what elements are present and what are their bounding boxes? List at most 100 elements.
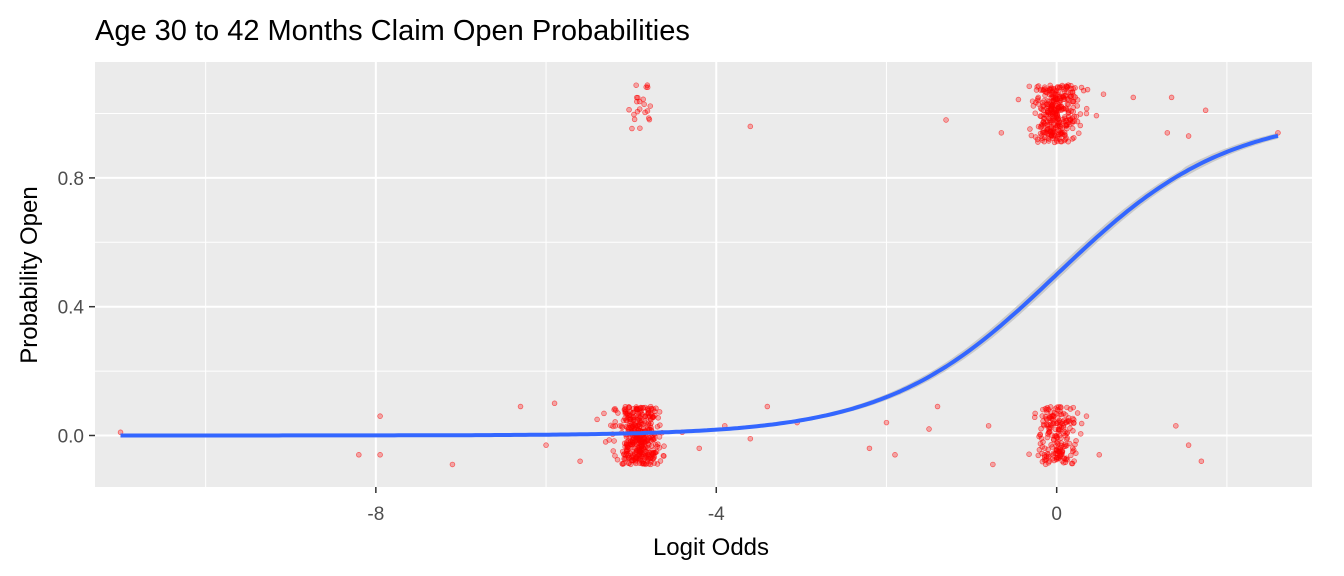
data-point <box>377 413 383 419</box>
data-point <box>651 460 657 466</box>
data-point <box>747 123 754 130</box>
data-point <box>1044 450 1051 457</box>
data-point <box>1168 94 1175 101</box>
data-point <box>990 461 996 468</box>
data-point <box>1060 106 1067 112</box>
data-point <box>1185 442 1192 448</box>
data-point <box>1074 118 1081 125</box>
data-point <box>1100 91 1107 97</box>
data-point <box>1055 445 1061 451</box>
data-point <box>654 461 661 467</box>
x-axis-title: Logit Odds <box>653 534 769 561</box>
data-point <box>1070 419 1077 426</box>
data-point <box>1050 452 1057 458</box>
data-point <box>696 445 702 452</box>
x-tick-label: -4 <box>708 504 725 525</box>
data-point <box>634 98 640 105</box>
data-point <box>641 461 647 467</box>
data-point <box>1071 113 1077 120</box>
data-point <box>625 426 632 432</box>
data-point <box>1084 86 1091 93</box>
data-point <box>652 450 658 456</box>
data-point <box>623 455 629 462</box>
data-point <box>641 101 647 108</box>
data-point <box>1072 85 1078 91</box>
data-point <box>657 422 663 428</box>
data-point <box>1060 116 1066 123</box>
data-point <box>1038 113 1044 120</box>
data-point <box>612 453 618 459</box>
data-point <box>622 410 629 417</box>
data-point <box>1046 91 1053 98</box>
data-point <box>1071 458 1077 464</box>
data-point <box>655 415 661 421</box>
data-point <box>623 417 629 423</box>
chart-title: Age 30 to 42 Months Claim Open Probabili… <box>95 15 690 47</box>
data-point <box>653 405 659 411</box>
data-point <box>648 443 655 449</box>
data-point <box>1042 457 1049 463</box>
data-point <box>611 406 617 413</box>
data-point <box>649 414 656 420</box>
data-point <box>1038 133 1044 139</box>
data-point <box>660 452 667 459</box>
data-point <box>639 411 645 417</box>
data-point <box>629 125 635 132</box>
data-point <box>1057 450 1064 457</box>
data-point <box>636 106 643 112</box>
data-point <box>1050 450 1057 456</box>
data-point <box>1069 136 1076 142</box>
data-point <box>625 460 632 467</box>
data-point <box>1074 410 1081 416</box>
data-point <box>621 440 628 447</box>
data-point <box>1029 98 1036 104</box>
data-point <box>1035 94 1042 101</box>
data-point <box>1063 135 1069 141</box>
data-point <box>1032 410 1038 417</box>
data-point <box>636 421 642 428</box>
data-point <box>1064 404 1070 411</box>
data-point <box>1069 125 1076 132</box>
data-point <box>926 426 932 432</box>
data-point <box>636 98 643 105</box>
data-point <box>1043 101 1050 108</box>
data-point <box>577 458 583 464</box>
y-tick-label: 0.0 <box>58 426 84 447</box>
data-point <box>1049 113 1056 120</box>
data-point <box>1027 126 1033 132</box>
data-point <box>612 419 618 425</box>
data-point <box>1058 130 1065 136</box>
data-point <box>1067 425 1073 431</box>
data-point <box>602 439 609 445</box>
data-point <box>654 443 660 450</box>
data-point <box>646 115 652 121</box>
data-point <box>594 416 600 423</box>
data-point <box>1044 122 1051 128</box>
data-point <box>1063 436 1070 443</box>
data-point <box>1275 130 1281 136</box>
data-point <box>1061 455 1067 461</box>
data-point <box>1062 443 1069 450</box>
data-point <box>635 455 641 462</box>
data-point <box>1065 101 1072 108</box>
data-point <box>646 453 652 459</box>
data-point <box>646 461 652 467</box>
data-point <box>637 125 643 131</box>
data-point <box>1164 130 1171 136</box>
data-point <box>610 423 616 430</box>
data-point <box>1055 426 1062 433</box>
data-point <box>1044 434 1051 441</box>
data-point <box>1056 98 1062 105</box>
data-point <box>1035 452 1042 459</box>
data-point <box>934 403 941 410</box>
data-point <box>614 456 621 463</box>
data-point <box>517 403 524 410</box>
data-point <box>1054 434 1060 440</box>
data-point <box>1185 133 1192 139</box>
data-point <box>656 434 663 440</box>
data-point <box>1030 103 1037 109</box>
data-point <box>943 117 949 123</box>
plot-panel <box>95 62 1312 487</box>
data-point <box>1060 423 1067 429</box>
data-point <box>1069 445 1076 451</box>
